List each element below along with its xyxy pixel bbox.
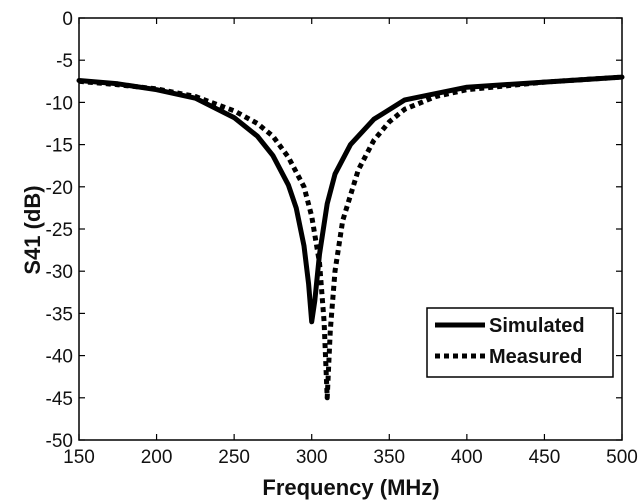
plot-frame	[78, 17, 623, 441]
y-tick-label: -10	[46, 93, 73, 114]
legend: Simulated Measured	[426, 307, 614, 378]
y-axis-ticks: 0 -5 -10 -15 -20 -25 -30 -35 -40 -45 -50	[46, 9, 622, 452]
x-axis-ticks: 150 200 250 300 350 400 450 500	[63, 18, 638, 468]
y-tick-label: -40	[46, 347, 73, 368]
x-tick-label: 150	[63, 447, 95, 468]
y-tick-label: -35	[46, 304, 73, 325]
y-axis-label: S41 (dB)	[20, 185, 45, 274]
legend-measured-label: Measured	[489, 346, 582, 368]
y-tick-label: -15	[46, 136, 73, 157]
y-tick-label: -45	[46, 389, 73, 410]
x-tick-label: 400	[451, 447, 483, 468]
y-tick-label: -50	[46, 431, 73, 452]
x-tick-label: 350	[373, 447, 405, 468]
x-axis-label: Frequency (MHz)	[262, 475, 439, 500]
series-layer	[76, 74, 625, 401]
y-tick-label: -20	[46, 178, 73, 199]
x-tick-label: 250	[218, 447, 250, 468]
y-tick-label: 0	[62, 9, 73, 30]
legend-simulated-label: Simulated	[489, 315, 585, 337]
x-tick-label: 200	[141, 447, 173, 468]
legend-box	[426, 307, 614, 378]
y-tick-label: -5	[56, 51, 73, 72]
y-tick-label: -30	[46, 262, 73, 283]
y-tick-label: -25	[46, 220, 73, 241]
x-tick-label: 300	[296, 447, 328, 468]
x-tick-label: 450	[529, 447, 561, 468]
x-tick-label: 500	[606, 447, 638, 468]
series-line-simulated	[76, 74, 625, 325]
